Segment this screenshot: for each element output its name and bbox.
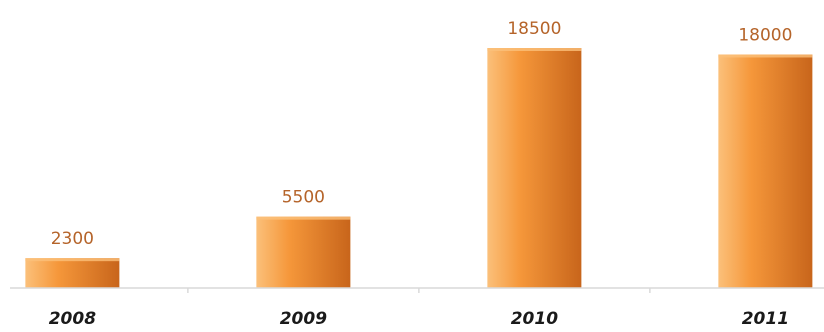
value-label-2009: 5500	[282, 188, 325, 208]
value-label-2008: 2300	[51, 229, 94, 249]
x-tick-label-2011: 2011	[742, 309, 789, 329]
bars	[25, 48, 813, 289]
value-label-2010: 18500	[507, 19, 561, 39]
x-tick-label-2009: 2009	[280, 309, 327, 329]
bar-2010	[487, 48, 582, 288]
x-tick-label-2010: 2010	[511, 309, 558, 329]
bar-top-highlight-2009	[256, 216, 351, 220]
bar-top-highlight-2010	[487, 48, 582, 51]
x-axis-tick-labels: 2008 2009 2010 2011	[49, 309, 789, 329]
value-labels: 2300 5500 18500 18000	[51, 19, 793, 249]
bar-2011	[718, 54, 813, 289]
bar-top-highlight-2008	[25, 258, 120, 262]
bar-top-highlight-2011	[718, 54, 813, 58]
x-axis-ticks	[187, 288, 651, 293]
x-tick-label-2008: 2008	[49, 309, 96, 329]
bar-2009	[256, 216, 351, 288]
value-label-2011: 18000	[738, 25, 792, 45]
bar-2008	[25, 258, 120, 288]
